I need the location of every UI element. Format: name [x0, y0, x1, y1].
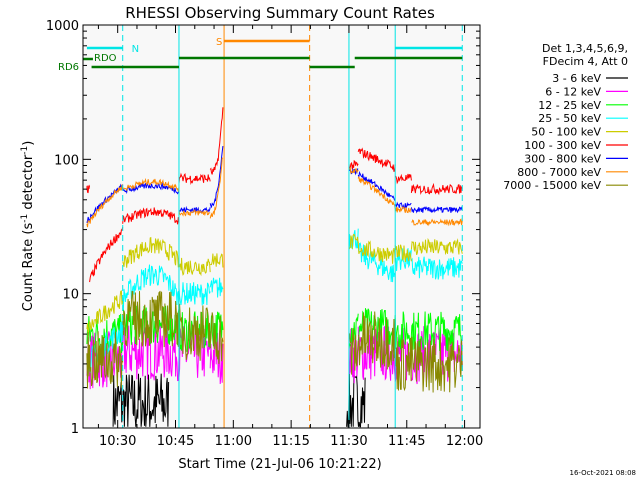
y-tick-label-2: 100: [54, 153, 79, 168]
series-8-segment-3: [209, 312, 224, 364]
series-8-segment-4: [348, 328, 359, 375]
series-5-segment-3: [178, 172, 211, 186]
series-2-segment-1: [122, 305, 180, 346]
series-layer: [86, 107, 463, 428]
series-6-segment-5: [357, 170, 396, 201]
y-tick-label-1: 10: [62, 288, 79, 303]
legend-label-4: 50 - 100 keV: [531, 126, 601, 139]
series-6-segment-0: [86, 183, 124, 223]
legend-label-5: 100 - 300 keV: [524, 139, 601, 152]
legend-label-0: 3 - 6 keV: [552, 72, 601, 85]
night-flag-label: N: [132, 44, 139, 55]
series-7-segment-7: [411, 218, 463, 227]
series-4-segment-2: [178, 257, 211, 277]
series-8-segment-0: [86, 331, 124, 389]
series-4-segment-3: [210, 253, 224, 268]
series-1-segment-1: [122, 322, 180, 382]
legend-label-3: 25 - 50 keV: [538, 112, 601, 125]
x-tick-label-5: 11:45: [388, 434, 425, 449]
series-4-segment-5: [357, 240, 396, 264]
y-tick-label-3: 1000: [46, 19, 79, 34]
series-6-segment-3: [209, 146, 224, 209]
legend-label-1: 6 - 12 keV: [545, 85, 601, 98]
chart-title: RHESSI Observing Summary Count Rates: [125, 4, 435, 22]
series-0-segment-1: [346, 369, 366, 428]
series-5-segment-2: [122, 207, 180, 225]
timestamp: 16-Oct-2021 08:08: [570, 469, 636, 477]
plot-frame: [82, 24, 481, 429]
series-4-segment-6: [394, 244, 412, 263]
legend-header-line-1: Det 1,3,4,5,6,9,: [542, 42, 628, 55]
x-tick-label-4: 11:30: [330, 434, 367, 449]
series-8-segment-2: [178, 303, 211, 361]
saa-flag-label: S: [216, 37, 222, 48]
legend-label-2: 12 - 25 keV: [538, 99, 601, 112]
legend-header-line-2: FDecim 4, Att 0: [543, 55, 628, 68]
x-tick-label-0: 10:30: [99, 434, 136, 449]
rdo-flag-label: RDO: [94, 53, 117, 64]
series-7-segment-3: [209, 157, 224, 219]
series-3-segment-2: [178, 282, 211, 306]
series-7-segment-5: [357, 176, 396, 209]
series-8-segment-1: [122, 290, 180, 348]
y-axis-label: Count Rate (s-1 detector-1): [20, 141, 36, 312]
series-5-segment-6: [357, 147, 396, 172]
series-5-segment-7: [394, 173, 412, 185]
axes-layer: 10:30 10:45 11:00 11:15 11:30 11:45 12:00 1 10 10…: [46, 19, 483, 449]
series-4-segment-4: [348, 233, 359, 250]
series-3-segment-7: [410, 256, 463, 280]
series-7-segment-4: [348, 166, 359, 175]
series-4-segment-1: [122, 236, 180, 268]
series-6-segment-2: [178, 205, 211, 214]
legend-label-7: 800 - 7000 keV: [517, 166, 601, 179]
x-tick-label-2: 11:00: [215, 434, 252, 449]
series-6-segment-7: [410, 205, 463, 214]
legend-label-8: 7000 - 15000 keV: [503, 179, 601, 192]
series-5-segment-0: [86, 184, 90, 194]
series-4-segment-7: [410, 237, 463, 256]
legend-label-6: 300 - 800 keV: [524, 152, 601, 165]
x-tick-label-1: 10:45: [157, 434, 194, 449]
series-7-segment-2: [178, 208, 211, 217]
series-7-segment-1: [122, 177, 180, 192]
flags-layer: N S RDO RD6: [58, 25, 463, 428]
x-axis-label: Start Time (21-Jul-06 10:21:22): [178, 457, 381, 472]
series-5-segment-5: [348, 159, 359, 171]
legend: Det 1,3,4,5,6,9, FDecim 4, Att 0 3 - 6 k…: [503, 42, 628, 192]
series-2-segment-3: [209, 311, 224, 349]
series-5-segment-4: [209, 107, 224, 175]
series-8-segment-6: [394, 336, 463, 393]
series-8-segment-5: [358, 311, 396, 370]
series-3-segment-3: [209, 277, 224, 298]
x-tick-label-6: 12:00: [446, 434, 483, 449]
y-tick-label-0: 1: [71, 422, 79, 437]
series-3-segment-5: [357, 242, 396, 283]
series-0-segment-0: [112, 373, 170, 427]
series-5-segment-1: [89, 226, 124, 283]
series-2-segment-0: [86, 313, 124, 354]
x-tick-label-3: 11:15: [272, 434, 309, 449]
series-3-segment-0: [86, 321, 124, 376]
rd6-flag-label: RD6: [58, 62, 79, 73]
series-2-segment-6: [394, 311, 463, 352]
series-4-segment-0: [86, 290, 124, 336]
series-7-segment-6: [394, 206, 412, 214]
series-7-segment-0: [86, 184, 124, 228]
series-5-segment-8: [410, 182, 463, 196]
series-6-segment-6: [394, 201, 412, 209]
